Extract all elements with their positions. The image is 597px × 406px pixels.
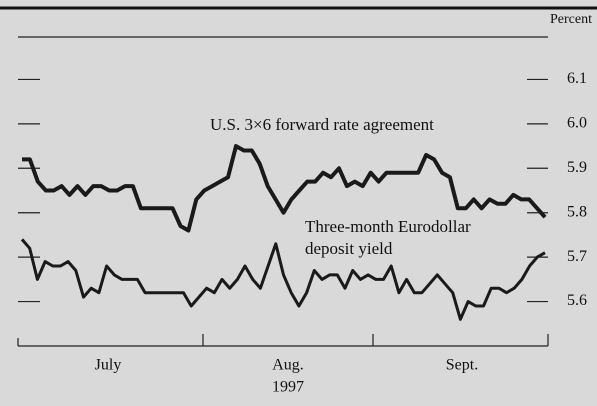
series-line (20, 238, 546, 321)
series-label: U.S. 3×6 forward rate agreement (210, 115, 434, 134)
unit-label: Percent (550, 12, 592, 27)
series-label: deposit yield (305, 239, 393, 258)
x-label: Aug. (272, 357, 304, 374)
y-tick-label: 5.9 (567, 159, 587, 176)
x-label: July (95, 357, 122, 374)
y-tick-label: 6.0 (567, 115, 587, 132)
y-tick-label: 5.7 (567, 248, 587, 265)
y-tick-label: 6.1 (567, 70, 587, 87)
y-tick-label: 5.6 (567, 292, 587, 309)
series-line (22, 144, 547, 233)
x-year: 1997 (272, 379, 304, 396)
x-label: Sept. (446, 357, 478, 374)
y-tick-label: 5.8 (567, 203, 587, 220)
series-label: Three-month Eurodollar (305, 217, 471, 236)
